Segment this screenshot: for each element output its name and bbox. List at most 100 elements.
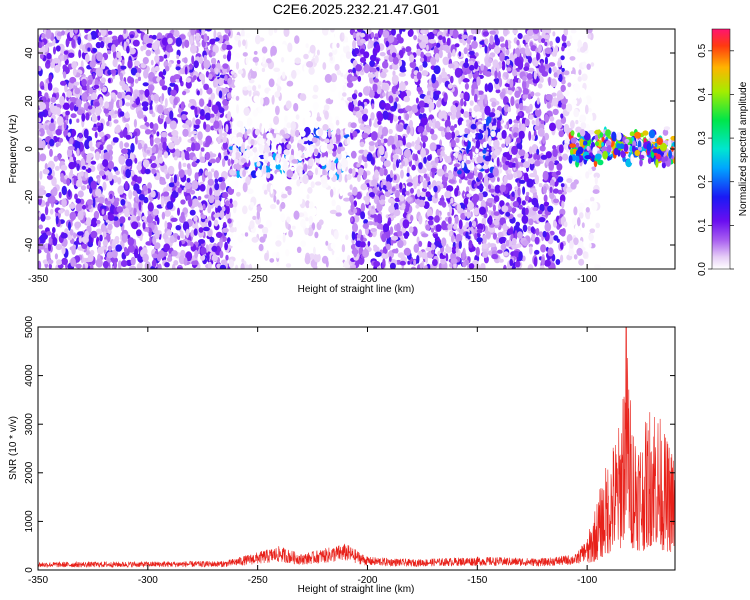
spectrogram-cell [286,169,294,178]
spectrogram-cell [517,78,521,84]
spectrogram-cell [199,88,203,96]
spectrogram-cell [549,230,555,236]
spectrogram-cell [125,102,131,107]
spectrogram-cell [433,233,438,239]
spectrogram-cell [177,187,182,194]
spectrogram-cell [120,260,128,267]
spectrogram-cell [560,55,565,61]
spectrogram-cell [56,107,61,117]
spectrogram-cell [458,51,462,57]
spectrogram-cell [227,158,231,166]
spectrogram-cell [137,110,144,119]
spectrogram-cell [141,215,147,221]
spectrogram-cell [557,176,564,183]
spectrogram-cell [252,85,257,92]
spectrogram-cell [168,61,172,68]
spectrogram-cell [173,97,178,106]
spectrogram-cell [102,260,109,269]
spectrogram-cell [416,188,421,198]
spectrogram-cell [89,263,94,269]
spectrogram-cell [76,99,83,106]
spectrogram-cell [133,207,137,217]
spectrogram-cell [85,42,93,52]
spectrogram-cell [97,177,101,184]
spectrogram-cell [129,47,136,55]
spectrogram-cell [413,259,417,266]
spectrogram-cell [514,90,521,99]
spectrogram-cell [399,81,406,92]
spectrogram-cell [201,29,206,36]
spectrogram-cell [131,221,139,230]
spectrogram-cell [513,53,518,59]
spectrogram-cell [333,135,337,144]
spectrogram-cell [433,185,438,193]
spectrogram-cell [311,207,317,216]
spectrogram-cell [420,148,426,158]
spectrogram-cell [142,57,149,65]
spectrogram-cell [552,31,556,37]
spectrogram-cell [229,240,237,247]
spectrogram-cell [104,101,110,109]
spectrogram-cell [156,131,160,137]
spectrogram-cell [65,110,70,116]
spectrogram-cell [107,30,113,35]
spectrogram-cell [152,259,157,268]
spectrogram-cell [340,158,349,168]
spectrogram-cell [170,176,174,184]
spectrogram-cell [265,164,271,174]
spectrogram-cell [562,153,569,161]
spectrogram-cell [95,258,103,268]
spectrogram-cell [517,112,523,117]
spectrogram-cell [512,69,517,77]
spectrogram-cell [252,56,259,63]
spectrogram-cell [531,120,535,125]
spectrogram-cell [330,242,336,249]
spectrogram-cell [487,82,494,93]
spectrogram-cell [560,231,566,237]
spectrogram-cell [47,259,54,265]
spectrogram-cell [595,222,600,229]
spectrogram-cell [534,160,541,167]
spectrogram-cell [441,237,447,247]
spectrogram-cell [469,108,472,113]
spectrogram-cell [511,207,516,214]
spectrogram-cell [355,64,362,72]
spectrogram-cell [87,105,93,110]
spectrogram-cell [298,195,303,205]
spectrogram-cell [534,125,540,131]
spectrogram-cell [221,206,226,212]
spectrogram-cell [359,241,366,248]
spectrogram-cell [273,133,277,139]
spectrogram-cell [522,240,529,246]
spectrogram-cell [449,263,453,268]
spectrogram-cell [382,110,389,120]
spectrogram-cell [75,263,82,269]
spectrogram-cell [349,195,354,203]
spectrogram-cell [266,58,272,64]
spectrogram-cell [111,35,118,40]
spectrogram-cell [501,143,506,148]
spectrogram-cell [54,253,59,260]
spectrogram-cell [71,61,78,69]
spectrogram-cell [323,104,330,111]
spectrogram-cell [530,91,535,97]
spectrogram-cell [75,203,83,213]
spectrogram-cell [444,172,449,178]
spectrogram-cell [226,52,231,62]
spectrogram-cell [98,131,105,138]
spectrogram-cell [522,39,526,45]
spectrogram-cell [177,207,180,216]
spectrogram-cell [522,94,529,99]
spectrogram-cell [352,168,356,177]
spectrogram-cell [100,77,106,84]
spectrogram-cell [81,236,89,244]
spectrogram-cell [330,29,335,33]
spectrogram-cell [229,227,236,233]
spectrogram-cell [283,133,290,139]
spectrogram-cell [516,39,520,46]
spectrogram-cell [531,134,536,141]
spectrogram-cell [299,130,306,137]
spectrogram-cell [483,123,487,132]
spectrogram-cell [403,247,411,256]
spectrogram-cell [498,258,504,263]
